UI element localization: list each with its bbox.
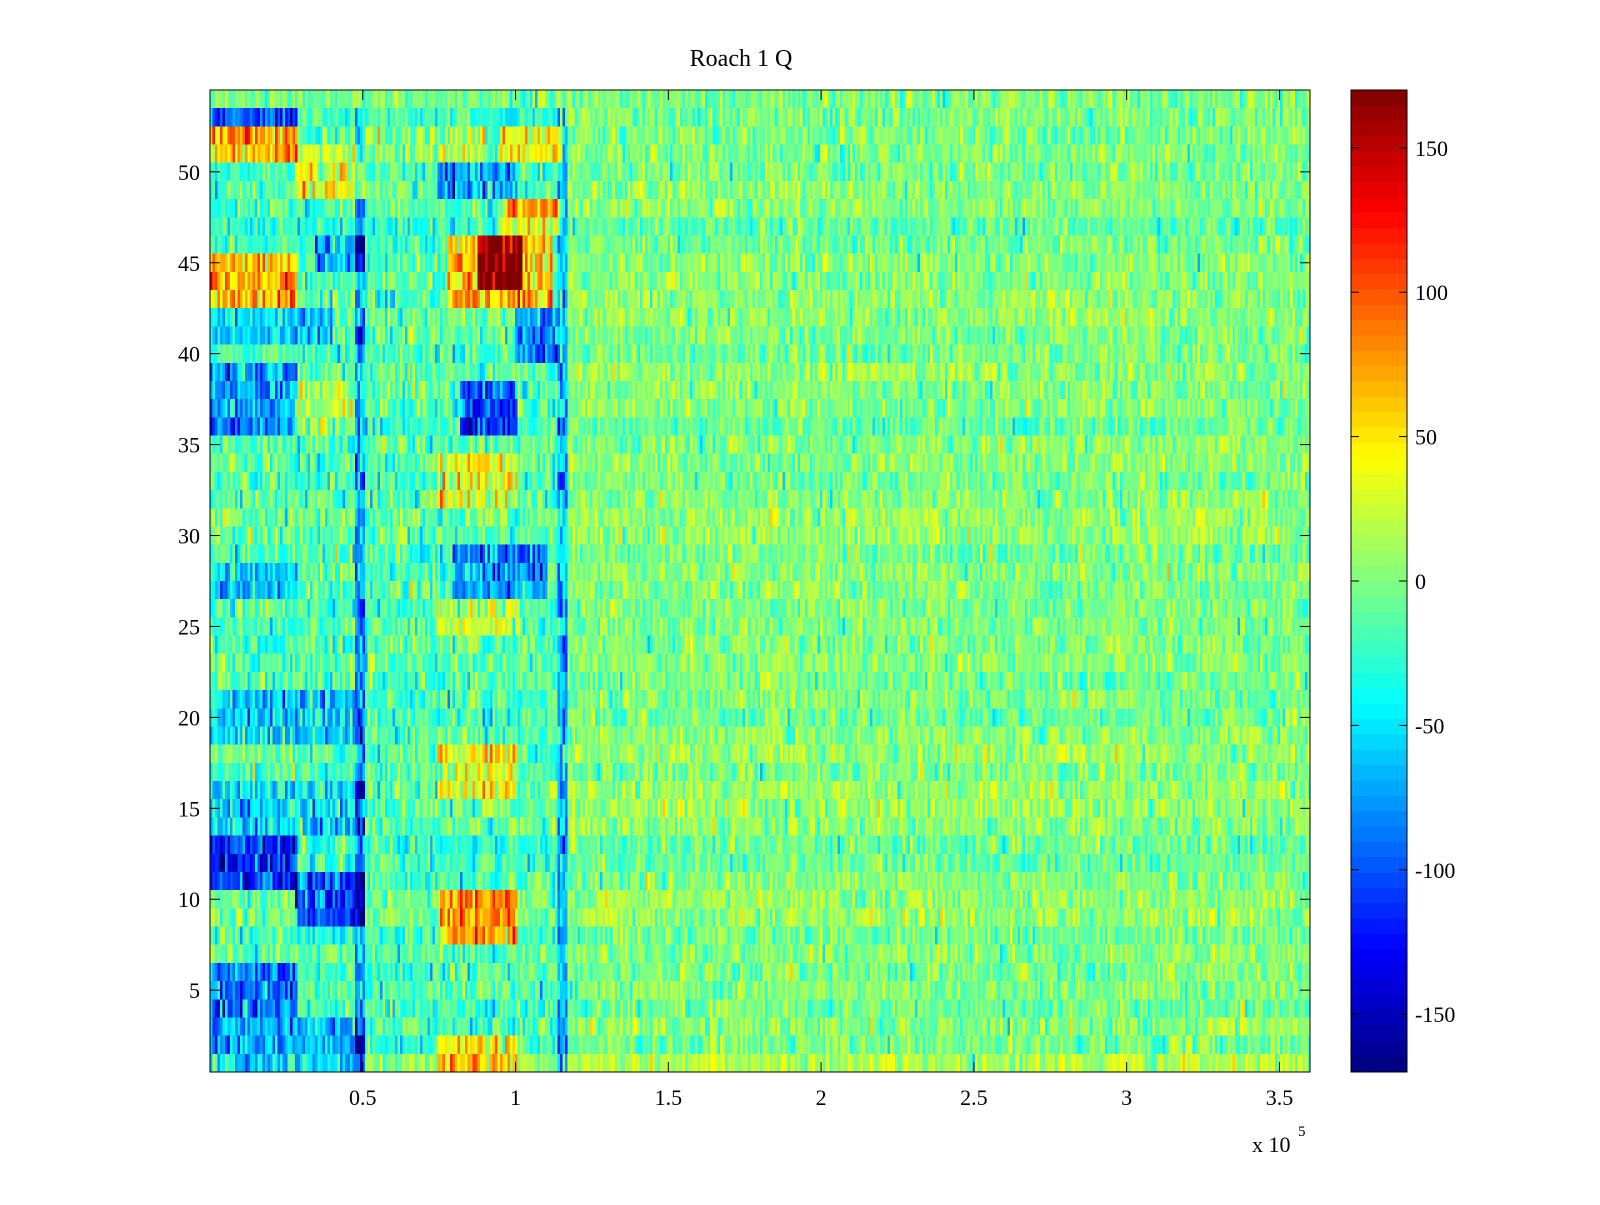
x-tick-label: 1.5 <box>655 1085 683 1110</box>
colorbar-tick-label: 150 <box>1415 136 1448 161</box>
plot-area <box>209 89 1311 1073</box>
colorbar-tick-label: 50 <box>1415 425 1437 450</box>
colorbar-tick-label: 0 <box>1415 569 1426 594</box>
y-tick-label: 35 <box>178 433 200 458</box>
heatmap-cells <box>210 90 1310 1072</box>
x-multiplier-base: x 10 <box>1252 1132 1291 1157</box>
y-tick-label: 50 <box>178 160 200 185</box>
colorbar-ticks: 150 100 50 0 -50 -100 -150 <box>1351 136 1455 1027</box>
x-tick-label: 3.5 <box>1266 1085 1294 1110</box>
x-tick-label: 3 <box>1121 1085 1132 1110</box>
y-tick-label: 10 <box>178 887 200 912</box>
colorbar-tick-label: -150 <box>1415 1002 1455 1027</box>
y-tick-label: 15 <box>178 796 200 821</box>
x-tick-label: 1 <box>510 1085 521 1110</box>
y-tick-label: 30 <box>178 524 200 549</box>
chart-title: Roach 1 Q <box>690 46 793 72</box>
x-multiplier-exponent: 5 <box>1298 1124 1306 1140</box>
y-tick-label: 40 <box>178 342 200 367</box>
x-tick-label: 2.5 <box>960 1085 988 1110</box>
y-tick-label: 25 <box>178 614 200 639</box>
colorbar-tick-label: -100 <box>1415 858 1455 883</box>
colorbar-gradient <box>1351 90 1407 1072</box>
y-tick-label: 5 <box>189 978 200 1003</box>
y-tick-label: 20 <box>178 705 200 730</box>
x-tick-label: 2 <box>816 1085 827 1110</box>
colorbar-tick-label: 100 <box>1415 280 1448 305</box>
x-axis: 0.5 1 1.5 2 2.5 3 3.5 <box>349 90 1293 1110</box>
plot-frame <box>209 89 1311 1073</box>
y-axis: 5 10 15 20 25 30 35 40 45 50 <box>178 160 1310 1003</box>
colorbar-tick-label: -50 <box>1415 713 1444 738</box>
y-tick-label: 45 <box>178 251 200 276</box>
x-axis-multiplier: x 10 5 <box>1252 1124 1306 1157</box>
colorbar: 150 100 50 0 -50 -100 -150 <box>1350 89 1455 1073</box>
x-tick-label: 0.5 <box>349 1085 377 1110</box>
